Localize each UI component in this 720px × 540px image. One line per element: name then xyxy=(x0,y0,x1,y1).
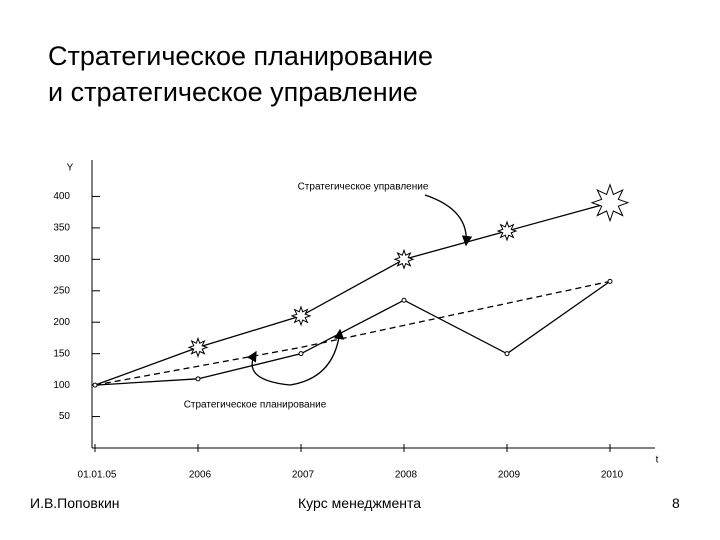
y-axis-label: Y xyxy=(67,163,74,174)
y-tick-label: 250 xyxy=(53,285,70,296)
point-marker xyxy=(504,351,510,357)
series-line xyxy=(94,202,611,386)
y-tick-label: 100 xyxy=(53,380,70,391)
footer-course: Курс менеджмента xyxy=(298,495,422,511)
annotation: Стратегическое планирование xyxy=(184,400,327,411)
y-tick-label: 50 xyxy=(59,411,71,422)
point-marker xyxy=(298,351,304,357)
annotation: Стратегическое управление xyxy=(298,182,429,193)
annotation-arrow xyxy=(424,194,473,247)
title-line: и стратегическое управление xyxy=(48,77,418,107)
annotation-arrow xyxy=(289,328,345,386)
star-marker xyxy=(187,336,209,358)
point-marker xyxy=(401,297,407,303)
annotation-arrow xyxy=(246,350,291,386)
y-tick-label: 300 xyxy=(53,254,70,265)
footer-author: И.В.Поповкин xyxy=(30,495,120,511)
x-tick-label: 01.01.05 xyxy=(78,470,117,481)
y-tick-label: 400 xyxy=(53,191,70,202)
series-line xyxy=(94,280,611,386)
point-marker xyxy=(195,376,201,382)
page-number: 8 xyxy=(672,495,680,511)
title-line: Стратегическое планирование xyxy=(48,41,434,71)
y-tick-label: 350 xyxy=(53,223,70,234)
x-tick-label: 2007 xyxy=(292,470,315,481)
star-marker xyxy=(496,220,518,242)
y-tick-label: 200 xyxy=(53,317,70,328)
x-tick-label: 2008 xyxy=(395,470,418,481)
x-tick-label: 2010 xyxy=(601,470,624,481)
star-marker xyxy=(590,183,630,223)
point-marker xyxy=(92,382,98,388)
star-marker xyxy=(290,305,312,327)
star-marker xyxy=(393,248,415,270)
y-tick-label: 150 xyxy=(53,348,70,359)
x-axis-label: t xyxy=(656,455,659,466)
slide-title: Стратегическое планирование и стратегиче… xyxy=(48,38,433,110)
point-marker xyxy=(607,278,613,284)
series-line xyxy=(94,280,611,386)
x-tick-label: 2009 xyxy=(498,470,521,481)
x-tick-label: 2006 xyxy=(189,470,212,481)
